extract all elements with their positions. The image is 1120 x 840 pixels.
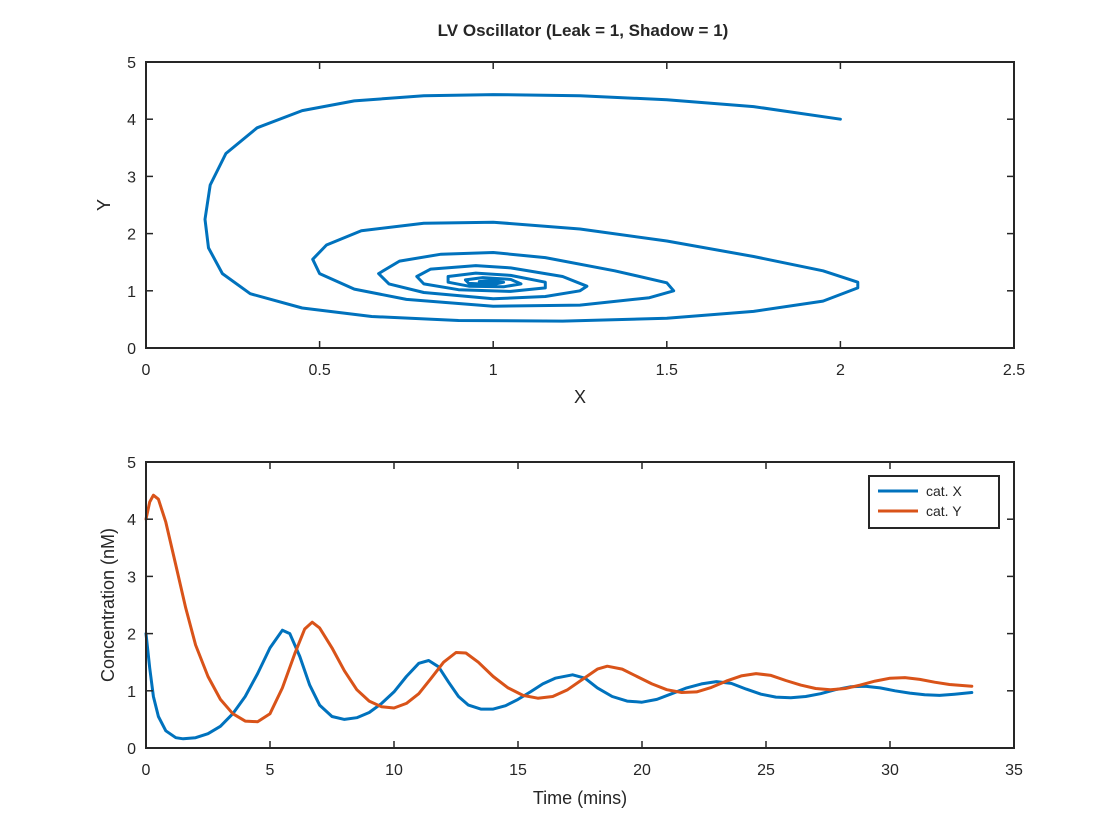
time-series-ytick-label: 1 xyxy=(127,684,136,701)
phase-portrait-ytick-label: 1 xyxy=(127,284,136,301)
time-series-xtick-label: 10 xyxy=(385,762,403,779)
phase-portrait-ytick-label: 3 xyxy=(127,169,136,186)
phase-portrait-ylabel: Y xyxy=(94,199,114,211)
time-series-xlabel: Time (mins) xyxy=(533,788,627,808)
time-series-ytick-label: 4 xyxy=(127,512,136,529)
phase-portrait-xtick-label: 0 xyxy=(142,362,151,379)
phase-portrait-xlabel: X xyxy=(574,387,586,407)
time-series-ytick-label: 0 xyxy=(127,741,136,758)
time-series-xtick-label: 15 xyxy=(509,762,527,779)
phase-portrait-xtick-label: 2.5 xyxy=(1003,362,1025,379)
time-series-axes-box xyxy=(145,461,1015,749)
legend-label-cat-x: cat. X xyxy=(926,483,962,499)
time-series-axes: 0 5 10 15 20 25 30 35 0 1 2 3 4 5 Time (mins) Concent… xyxy=(98,455,1023,808)
legend-label-cat-y: cat. Y xyxy=(926,503,962,519)
phase-portrait-xtick-label: 1 xyxy=(489,362,498,379)
time-series-xtick-label: 35 xyxy=(1005,762,1023,779)
time-series-ticks: 0 5 10 15 20 25 30 35 0 1 2 3 4 5 xyxy=(127,455,1023,779)
phase-portrait-ytick-label: 5 xyxy=(127,55,136,72)
phase-portrait-xtick-label: 1.5 xyxy=(656,362,678,379)
time-series-ytick-label: 5 xyxy=(127,455,136,472)
legend: cat. X cat. Y xyxy=(868,475,1000,529)
legend-box xyxy=(868,475,1000,529)
phase-portrait-xtick-label: 0.5 xyxy=(308,362,330,379)
time-series-xtick-label: 5 xyxy=(266,762,275,779)
phase-portrait-ytick-label: 4 xyxy=(127,112,136,129)
phase-portrait-ytick-label: 0 xyxy=(127,341,136,358)
time-series-series-cat-y xyxy=(144,493,974,724)
time-series-xtick-label: 20 xyxy=(633,762,651,779)
time-series-series-cat-x xyxy=(144,628,974,741)
figure-title: LV Oscillator (Leak = 1, Shadow = 1) xyxy=(438,21,729,40)
phase-portrait-xtick-label: 2 xyxy=(836,362,845,379)
time-series-ylabel: Concentration (nM) xyxy=(98,528,118,682)
phase-portrait-ticks: 0 0.5 1 1.5 2 2.5 0 1 2 3 4 5 xyxy=(127,55,1025,379)
phase-portrait-axes-box xyxy=(145,61,1015,349)
time-series-ytick-label: 3 xyxy=(127,569,136,586)
time-series-xtick-label: 25 xyxy=(757,762,775,779)
phase-portrait-lines xyxy=(203,93,860,323)
phase-portrait-axes: 0 0.5 1 1.5 2 2.5 0 1 2 3 4 5 X Y xyxy=(94,55,1025,407)
time-series-lines xyxy=(144,493,974,741)
phase-portrait-ytick-label: 2 xyxy=(127,227,136,244)
time-series-ytick-label: 2 xyxy=(127,627,136,644)
time-series-xtick-label: 30 xyxy=(881,762,899,779)
time-series-xtick-label: 0 xyxy=(142,762,151,779)
phase-portrait-series-0 xyxy=(203,93,860,323)
